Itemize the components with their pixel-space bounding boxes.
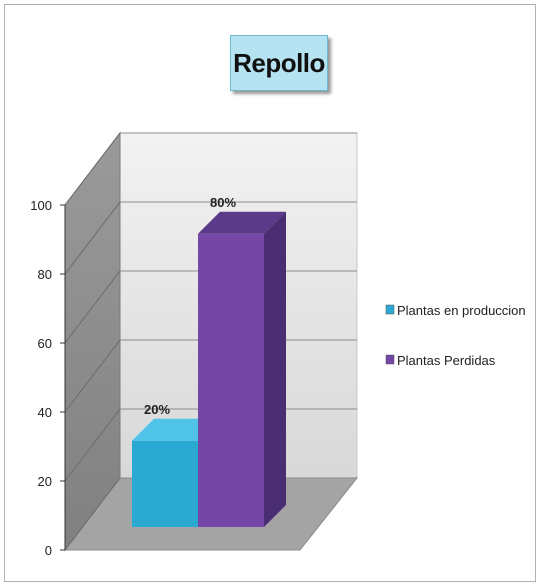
bar: [198, 233, 264, 527]
data-label: 80%: [210, 195, 236, 210]
chart-title: Repollo: [233, 47, 325, 78]
bar-top: [198, 211, 286, 234]
y-tick-label: 40: [38, 405, 52, 420]
gridline-side: [64, 339, 121, 413]
gridline-side: [64, 408, 121, 482]
gridline-side: [64, 132, 121, 206]
side-wall: [64, 131, 121, 552]
chart-title-box: Repollo: [230, 35, 328, 91]
bar-side: [264, 211, 286, 527]
gridline-side: [64, 201, 121, 275]
gridline-side: [64, 477, 121, 551]
y-tick-label: 60: [38, 336, 52, 351]
legend-swatch: [385, 354, 395, 365]
y-tick-label: 0: [45, 543, 52, 558]
legend-entry: Plantas en produccion: [397, 303, 526, 318]
legend-swatch: [385, 304, 395, 315]
y-tick-label: 100: [30, 198, 52, 213]
y-tick-label: 80: [38, 267, 52, 282]
data-label: 20%: [144, 402, 170, 417]
bar: [132, 440, 198, 527]
legend-entry: Plantas Perdidas: [397, 353, 496, 368]
gridline-side: [64, 270, 121, 344]
y-tick-label: 20: [38, 474, 52, 489]
